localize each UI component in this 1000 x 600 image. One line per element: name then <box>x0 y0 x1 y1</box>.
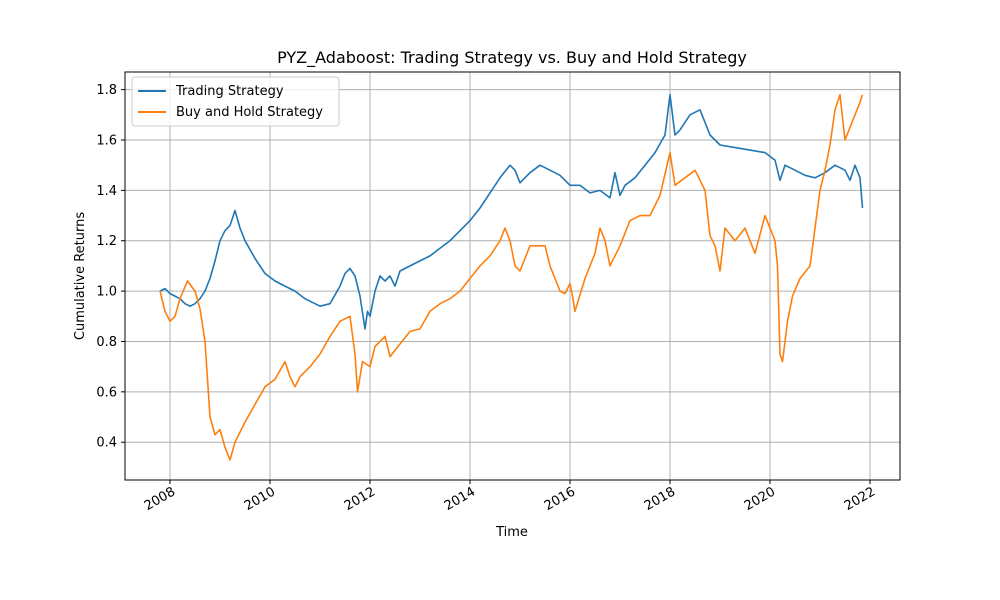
grid-layer <box>125 72 900 480</box>
chart-title: PYZ_Adaboost: Trading Strategy vs. Buy a… <box>277 48 747 68</box>
y-tick-label: 1.8 <box>96 83 117 98</box>
x-axis-label: Time <box>495 525 528 540</box>
y-axis-ticks: 0.4 0.6 0.8 1.0 1.2 1.4 1.6 1.8 <box>96 83 125 451</box>
y-tick-label: 1.6 <box>96 134 117 149</box>
plot-frame <box>124 71 901 481</box>
legend-label-buy-and-hold-strategy: Buy and Hold Strategy <box>176 105 323 120</box>
y-tick-label: 1.0 <box>96 285 117 300</box>
y-tick-label: 0.8 <box>96 335 117 350</box>
plot-area-background <box>125 72 900 480</box>
series-line-trading-strategy <box>159 93 864 330</box>
legend: Trading Strategy Buy and Hold Strategy <box>131 76 340 127</box>
series-layer <box>159 93 864 461</box>
y-tick-label: 0.4 <box>96 436 117 451</box>
legend-label-trading-strategy: Trading Strategy <box>175 84 284 99</box>
y-axis-label: Cumulative Returns <box>73 212 88 340</box>
y-tick-label: 1.4 <box>96 184 117 199</box>
legend-box <box>131 76 340 127</box>
y-tick-label: 1.2 <box>96 234 117 249</box>
series-line-buy-and-hold-strategy <box>159 93 864 461</box>
y-tick-label: 0.6 <box>96 385 117 400</box>
